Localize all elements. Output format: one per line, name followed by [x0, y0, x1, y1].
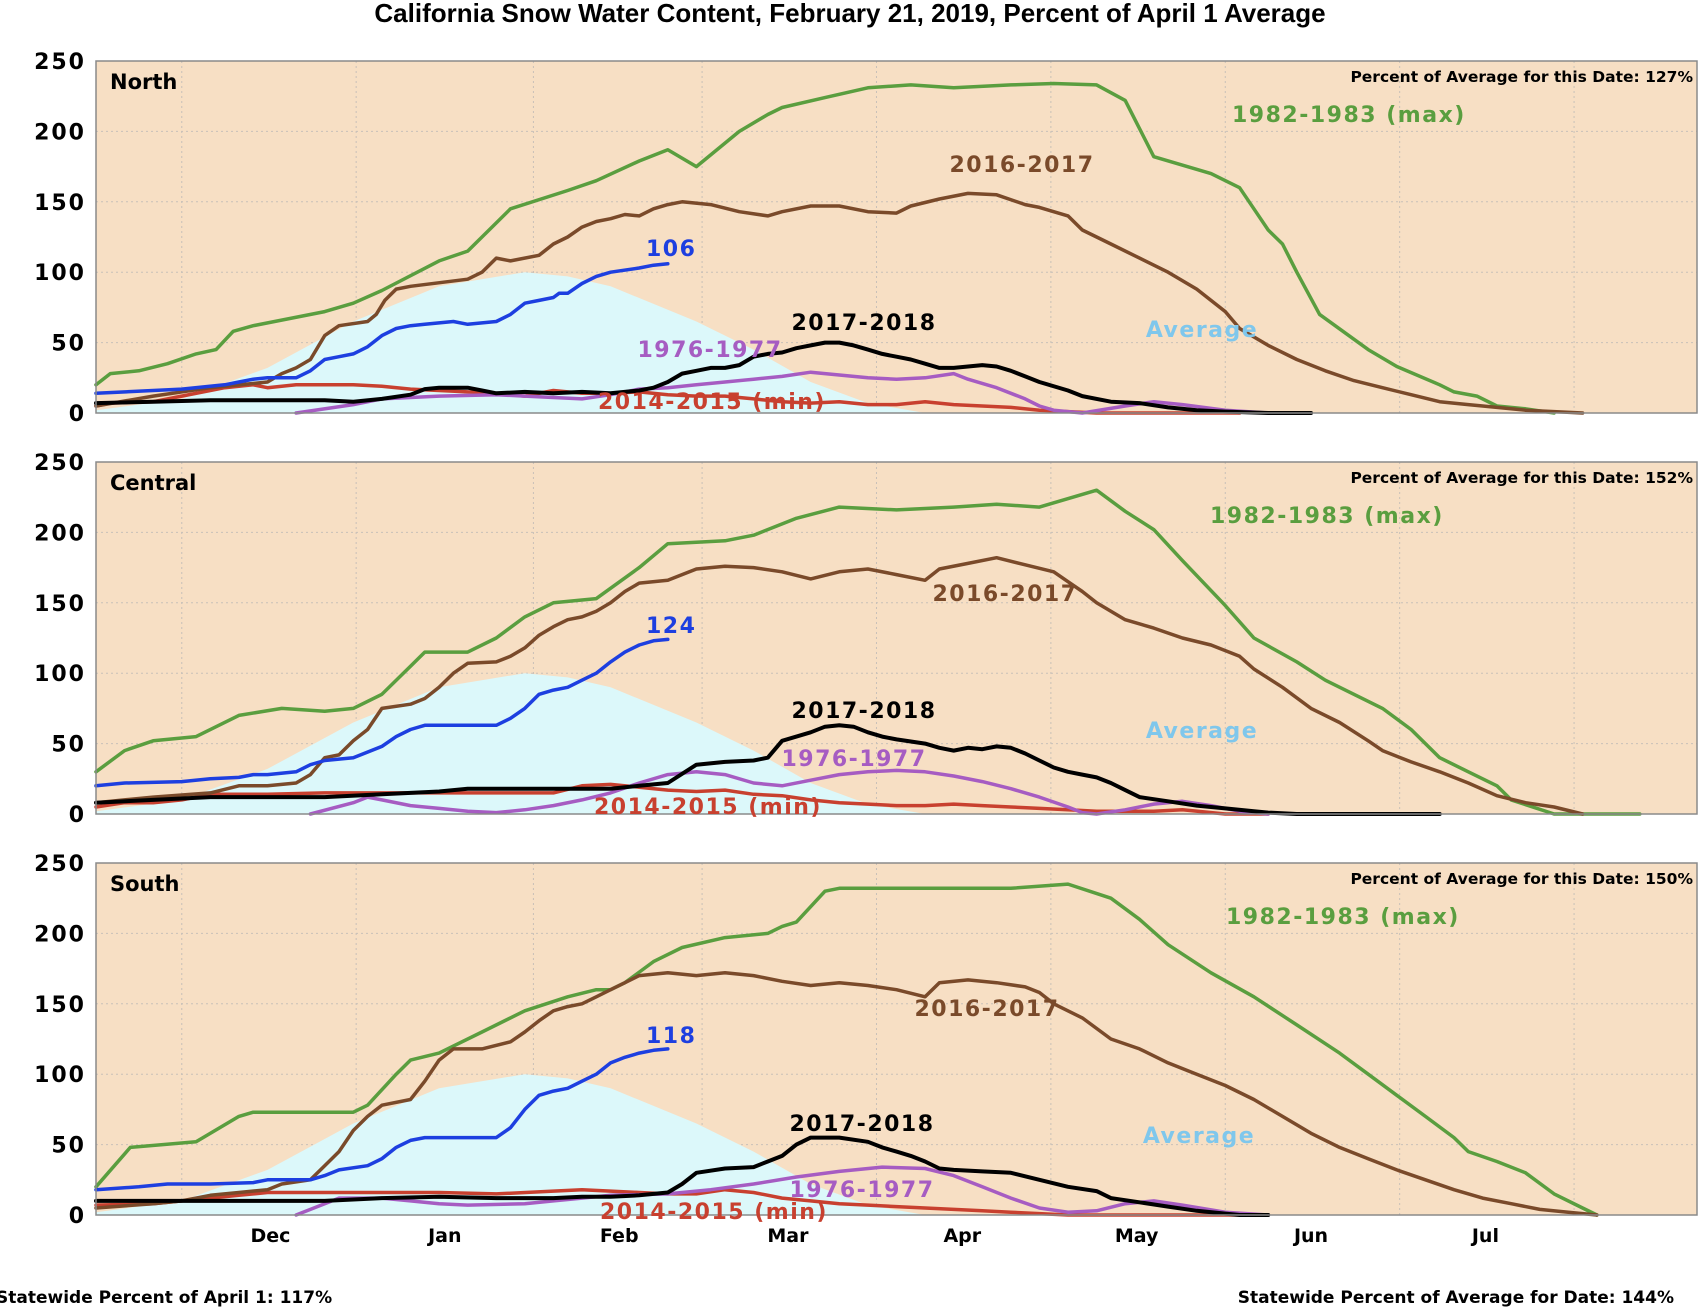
series-line-wy2017 — [94, 555, 1585, 816]
series-label-wy2018: 2017-2018 — [791, 311, 936, 336]
y-tick-label: 150 — [34, 993, 86, 1018]
series-label-max_1983: 1982-1983 (max) — [1210, 504, 1444, 529]
panel-north: 250 200 150 100 50 0 North Percent of Average f… — [34, 50, 1698, 427]
series-label-wy1977: 1976-1977 — [781, 747, 926, 772]
y-tick-label: 150 — [34, 191, 86, 216]
y-tick-label: 250 — [34, 852, 86, 877]
series-line-max_1983 — [94, 882, 1599, 1217]
series-label-average: Average — [1146, 719, 1258, 744]
grid-lines — [96, 462, 1697, 814]
y-tick-labels: 250 200 150 100 50 0 — [34, 50, 86, 427]
series-line-wy2015 — [94, 383, 1242, 415]
x-tick-label: Mar — [767, 1225, 809, 1247]
x-tick-label: Jun — [1292, 1225, 1328, 1247]
series-label-wy2017: 2016-2017 — [932, 582, 1077, 607]
percent-of-average-label: Percent of Average for this Date: 127% — [1350, 68, 1693, 86]
footer-left: Statewide Percent of April 1: 117% — [0, 1288, 332, 1308]
series-line-max_1983 — [94, 81, 1556, 415]
series-label-max_1983: 1982-1983 (max) — [1232, 103, 1466, 128]
current-value-label: 124 — [646, 614, 696, 639]
series-line-wy2019 — [94, 1047, 670, 1192]
current-value-label: 118 — [646, 1024, 696, 1049]
plot-frame — [95, 461, 1698, 815]
series-label-wy2015: 2014-2015 (min) — [600, 1200, 828, 1225]
y-tick-label: 0 — [69, 803, 86, 828]
series-label-average: Average — [1146, 318, 1258, 343]
chart-title: California Snow Water Content, February … — [374, 0, 1325, 28]
y-tick-label: 100 — [34, 662, 86, 687]
y-tick-label: 200 — [34, 922, 86, 947]
series-label-wy2018: 2017-2018 — [789, 1112, 934, 1137]
series-line-max_1983 — [94, 488, 1642, 816]
series-average-area — [96, 272, 926, 413]
series-line-wy2018 — [94, 723, 1442, 816]
current-value-label: 106 — [646, 237, 696, 262]
panel-central: 250 200 150 100 50 0 Central Percent of Average… — [34, 451, 1698, 828]
y-tick-label: 50 — [51, 332, 86, 357]
y-tick-label: 50 — [51, 1134, 86, 1159]
series-line-wy2018 — [94, 340, 1313, 415]
y-tick-labels: 250 200 150 100 50 0 — [34, 451, 86, 828]
x-tick-label: Jul — [1470, 1225, 1499, 1247]
series-line-wy2019 — [94, 262, 670, 396]
series-label-wy2017: 2016-2017 — [914, 997, 1059, 1022]
plot-frame — [95, 60, 1698, 414]
percent-of-average-label: Percent of Average for this Date: 152% — [1350, 469, 1693, 487]
y-tick-label: 100 — [34, 261, 86, 286]
series-line-wy2019 — [94, 637, 670, 788]
y-tick-label: 250 — [34, 50, 86, 75]
series-label-max_1983: 1982-1983 (max) — [1226, 905, 1460, 930]
region-label: Central — [110, 471, 196, 495]
series-label-wy2017: 2016-2017 — [949, 153, 1094, 178]
series-line-wy2017 — [94, 191, 1585, 415]
y-tick-label: 250 — [34, 451, 86, 476]
series-label-average: Average — [1143, 1124, 1255, 1149]
series-labels: 1982-1983 (max) 2016-2017 2017-2018 1976-19… — [600, 905, 1460, 1225]
series-line-wy2018 — [94, 1135, 1271, 1217]
x-tick-label: Feb — [600, 1225, 639, 1247]
series-labels: 1982-1983 (max) 2016-2017 2017-2018 1976-19… — [598, 103, 1466, 415]
y-tick-labels: 250 200 150 100 50 0 — [34, 852, 86, 1229]
series-label-wy2015: 2014-2015 (min) — [598, 390, 826, 415]
y-tick-label: 0 — [69, 1204, 86, 1229]
series-line-wy1977 — [294, 1165, 1270, 1217]
plot-frame — [95, 862, 1698, 1216]
region-label: North — [110, 70, 177, 94]
series-label-wy1977: 1976-1977 — [789, 1178, 934, 1203]
percent-of-average-label: Percent of Average for this Date: 150% — [1350, 870, 1693, 888]
region-label: South — [110, 872, 180, 896]
x-axis-month-labels: Dec Jan Feb Mar Apr May Jun Jul — [250, 1225, 1499, 1247]
series-label-wy2015: 2014-2015 (min) — [594, 795, 822, 820]
x-tick-label: May — [1115, 1225, 1159, 1247]
series-line-wy2017 — [94, 971, 1599, 1217]
series-label-wy1977: 1976-1977 — [637, 338, 782, 363]
panels: 250 200 150 100 50 0 North Percent of Average f… — [34, 50, 1698, 1229]
x-tick-label: Dec — [250, 1225, 290, 1247]
y-tick-label: 0 — [69, 402, 86, 427]
x-tick-label: Jan — [426, 1225, 461, 1247]
series-labels: 1982-1983 (max) 2016-2017 2017-2018 1976-19… — [594, 504, 1444, 820]
y-tick-label: 50 — [51, 733, 86, 758]
y-tick-label: 100 — [34, 1063, 86, 1088]
panel-south: 250 200 150 100 50 0 South Percent of Average f… — [34, 852, 1698, 1229]
series-label-wy2018: 2017-2018 — [791, 699, 936, 724]
y-tick-label: 200 — [34, 521, 86, 546]
y-tick-label: 200 — [34, 120, 86, 145]
footer-right: Statewide Percent of Average for Date: 1… — [1238, 1288, 1674, 1308]
x-tick-label: Apr — [943, 1225, 981, 1247]
y-tick-label: 150 — [34, 592, 86, 617]
